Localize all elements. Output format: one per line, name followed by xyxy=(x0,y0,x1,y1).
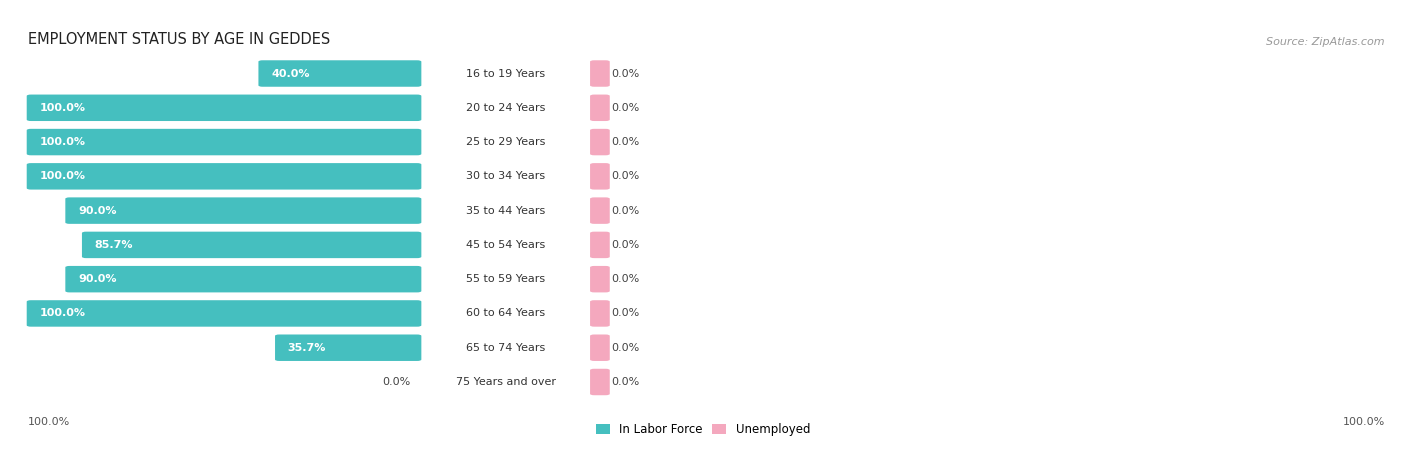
Text: 20 to 24 Years: 20 to 24 Years xyxy=(465,103,546,113)
FancyBboxPatch shape xyxy=(591,300,610,327)
Text: Source: ZipAtlas.com: Source: ZipAtlas.com xyxy=(1267,37,1385,47)
FancyBboxPatch shape xyxy=(27,163,422,189)
Text: 0.0%: 0.0% xyxy=(612,377,640,387)
Text: 90.0%: 90.0% xyxy=(77,274,117,284)
FancyBboxPatch shape xyxy=(591,60,610,87)
FancyBboxPatch shape xyxy=(591,232,610,258)
FancyBboxPatch shape xyxy=(27,300,422,327)
Text: 0.0%: 0.0% xyxy=(612,274,640,284)
Text: 25 to 29 Years: 25 to 29 Years xyxy=(465,137,546,147)
Text: 0.0%: 0.0% xyxy=(382,377,411,387)
Text: 75 Years and over: 75 Years and over xyxy=(456,377,555,387)
Text: 0.0%: 0.0% xyxy=(612,103,640,113)
Text: 55 to 59 Years: 55 to 59 Years xyxy=(467,274,546,284)
FancyBboxPatch shape xyxy=(82,232,422,258)
Text: 85.7%: 85.7% xyxy=(94,240,134,250)
Legend: In Labor Force, Unemployed: In Labor Force, Unemployed xyxy=(591,418,815,441)
FancyBboxPatch shape xyxy=(65,266,422,292)
Text: 0.0%: 0.0% xyxy=(612,343,640,353)
FancyBboxPatch shape xyxy=(27,95,422,121)
FancyBboxPatch shape xyxy=(259,60,422,87)
Text: 0.0%: 0.0% xyxy=(612,240,640,250)
FancyBboxPatch shape xyxy=(591,335,610,361)
Text: 30 to 34 Years: 30 to 34 Years xyxy=(467,171,546,181)
Text: 65 to 74 Years: 65 to 74 Years xyxy=(465,343,546,353)
Text: 0.0%: 0.0% xyxy=(612,69,640,78)
Text: 35 to 44 Years: 35 to 44 Years xyxy=(465,206,546,216)
Text: 16 to 19 Years: 16 to 19 Years xyxy=(467,69,546,78)
FancyBboxPatch shape xyxy=(591,369,610,395)
FancyBboxPatch shape xyxy=(27,129,422,155)
FancyBboxPatch shape xyxy=(591,95,610,121)
Text: 0.0%: 0.0% xyxy=(612,137,640,147)
Text: 0.0%: 0.0% xyxy=(612,308,640,318)
Text: 35.7%: 35.7% xyxy=(288,343,326,353)
Text: 90.0%: 90.0% xyxy=(77,206,117,216)
Text: 60 to 64 Years: 60 to 64 Years xyxy=(467,308,546,318)
Text: 0.0%: 0.0% xyxy=(612,206,640,216)
FancyBboxPatch shape xyxy=(591,129,610,155)
FancyBboxPatch shape xyxy=(591,163,610,189)
Text: 100.0%: 100.0% xyxy=(39,171,86,181)
Text: 100.0%: 100.0% xyxy=(39,308,86,318)
Text: 100.0%: 100.0% xyxy=(39,103,86,113)
FancyBboxPatch shape xyxy=(591,198,610,224)
Text: 100.0%: 100.0% xyxy=(28,417,70,427)
Text: 100.0%: 100.0% xyxy=(1343,417,1385,427)
FancyBboxPatch shape xyxy=(65,198,422,224)
Text: 40.0%: 40.0% xyxy=(271,69,309,78)
FancyBboxPatch shape xyxy=(276,335,422,361)
Text: 0.0%: 0.0% xyxy=(612,171,640,181)
Text: 100.0%: 100.0% xyxy=(39,137,86,147)
Text: EMPLOYMENT STATUS BY AGE IN GEDDES: EMPLOYMENT STATUS BY AGE IN GEDDES xyxy=(28,32,330,47)
FancyBboxPatch shape xyxy=(591,266,610,292)
Text: 45 to 54 Years: 45 to 54 Years xyxy=(465,240,546,250)
